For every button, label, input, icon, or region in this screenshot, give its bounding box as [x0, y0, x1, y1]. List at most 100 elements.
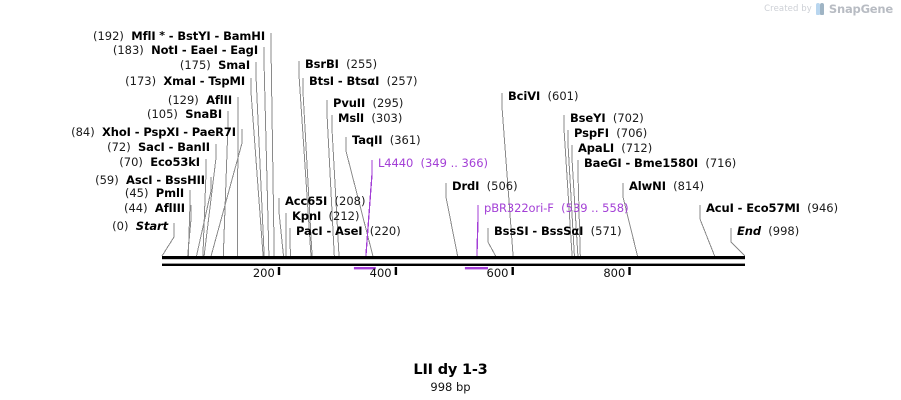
- marker-label-bsrBI: BsrBI (255): [305, 58, 377, 70]
- leader-line-bseYI: [563, 115, 573, 257]
- marker-label-acc65I: Acc65I (208): [285, 195, 365, 207]
- marker-position-taqII: (361): [382, 133, 421, 147]
- marker-name-alwNI: AlwNI: [629, 179, 666, 193]
- marker-position-end: (998): [760, 224, 800, 238]
- marker-name-kpnI: KpnI: [292, 209, 322, 223]
- marker-name-pmlI: PmlI: [155, 186, 184, 200]
- marker-position-ascI-bssHII: (59): [95, 173, 127, 187]
- marker-label-alwNI: AlwNI (814): [629, 180, 704, 192]
- marker-name-aflIII: AflIII: [154, 201, 185, 215]
- marker-position-l4440: (349 .. 366): [413, 156, 488, 170]
- marker-label-aflIII: (44) AflIII: [0, 202, 185, 214]
- leader-line-snaBI: [222, 111, 229, 257]
- leader-line-l4440: [365, 160, 373, 257]
- leader-line-end: [730, 228, 746, 257]
- marker-name-l4440: L4440: [378, 156, 414, 170]
- marker-position-start: (0): [112, 219, 136, 233]
- marker-position-bciVI: (601): [540, 89, 579, 103]
- ruler-label-600: 600: [486, 266, 509, 280]
- backbone-top-rule: [162, 256, 745, 260]
- leader-line-btsI-btsaI: [302, 78, 313, 257]
- marker-label-l4440: L4440 (349 .. 366): [378, 157, 488, 169]
- leader-line-bciVI: [501, 93, 514, 257]
- leader-line-alwNI: [622, 183, 638, 257]
- marker-label-sacI-banII: (72) SacI - BanII: [0, 141, 210, 153]
- snapgene-watermark: Created by SnapGene: [764, 2, 893, 16]
- marker-position-mslI: (303): [364, 111, 403, 125]
- marker-name-mslI: MslI: [338, 111, 365, 125]
- marker-position-apaLI: (712): [614, 141, 653, 155]
- marker-position-mflI: (192): [93, 29, 132, 43]
- marker-label-mflI: (192) MflI * - BstYI - BamHI: [0, 29, 265, 43]
- marker-label-start: (0) Start: [0, 220, 168, 232]
- marker-position-pacI-aseI: (220): [362, 224, 401, 238]
- marker-name-pvuII: PvuII: [333, 96, 366, 110]
- marker-position-pspFI: (706): [608, 126, 648, 140]
- leader-line-start: [161, 223, 175, 257]
- marker-label-acuI: AcuI - Eco57MI (946): [706, 202, 838, 214]
- marker-label-pspFI: PspFI (706): [574, 127, 647, 139]
- leader-line-taqII: [345, 137, 374, 257]
- marker-label-snaBI: (105) SnaBI: [0, 108, 222, 120]
- marker-label-aflII: (129) AflII: [0, 94, 232, 106]
- leader-line-apaLI: [571, 145, 579, 257]
- marker-position-acc65I: (208): [327, 194, 366, 208]
- marker-position-acuI: (946): [799, 201, 839, 215]
- marker-label-xmaI-tspMI: (173) XmaI - TspMI: [0, 75, 245, 87]
- marker-label-btsI-btsaI: BtsI - BtsαI (257): [309, 75, 418, 87]
- leader-line-aflII: [236, 97, 239, 257]
- marker-label-drdI: DrdI (506): [452, 180, 518, 192]
- marker-name-bssSI: BssSI - BssSαI: [494, 224, 584, 238]
- leader-line-drdI: [445, 183, 459, 257]
- marker-name-acuI: AcuI - Eco57MI: [706, 201, 800, 215]
- leader-line-sacI-banII: [203, 144, 217, 257]
- feature-bar-l4440: [353, 267, 376, 270]
- marker-label-end: End (998): [737, 225, 799, 237]
- marker-label-pbr322ori: pBR322ori-F (539 .. 558): [484, 202, 629, 214]
- marker-name-apaLI: ApaLI: [578, 141, 614, 155]
- marker-label-bseYI: BseYI (702): [570, 112, 644, 124]
- marker-name-drdI: DrdI: [452, 179, 480, 193]
- leader-line-eco53kI: [202, 159, 207, 257]
- marker-name-end: End: [737, 224, 761, 238]
- leader-line-bsrBI: [298, 61, 312, 257]
- marker-name-notI: NotI - EaeI - EagI: [151, 43, 258, 57]
- marker-name-mflI: MflI * - BstYI - BamHI: [131, 29, 265, 43]
- marker-name-bciVI: BciVI: [508, 89, 541, 103]
- marker-name-baeGI: BaeGI - Bme1580I: [584, 156, 699, 170]
- marker-name-pspFI: PspFI: [574, 126, 609, 140]
- marker-label-kpnI: KpnI (212): [292, 210, 359, 222]
- marker-position-alwNI: (814): [665, 179, 705, 193]
- marker-label-smaI: (175) SmaI: [0, 59, 250, 71]
- marker-name-bsrBI: BsrBI: [305, 57, 339, 71]
- watermark-created-by-label: Created by: [764, 4, 812, 14]
- ruler-tick-200: [277, 267, 281, 275]
- marker-position-bseYI: (702): [605, 111, 644, 125]
- marker-label-taqII: TaqII (361): [352, 134, 421, 146]
- marker-position-snaBI: (105): [146, 107, 186, 121]
- leader-line-pspFI: [567, 130, 575, 257]
- leader-line-xhoI: [210, 129, 243, 257]
- marker-position-sacI-banII: (72): [107, 140, 138, 154]
- snapgene-logo-icon: [815, 3, 825, 15]
- marker-position-smaI: (175): [179, 58, 219, 72]
- marker-label-mslI: MslI (303): [338, 112, 402, 124]
- marker-name-btsI-btsaI: BtsI - BtsαI: [309, 74, 380, 88]
- leader-line-xmaI-tspMI: [250, 78, 264, 257]
- ruler-label-400: 400: [369, 266, 392, 280]
- marker-name-snaBI: SnaBI: [185, 107, 222, 121]
- marker-label-ascI-bssHII: (59) AscI - BssHII: [0, 174, 205, 186]
- leader-line-baeGI: [577, 160, 581, 257]
- marker-label-pmlI: (45) PmlI: [0, 187, 184, 199]
- marker-position-baeGI: (716): [698, 156, 737, 170]
- marker-position-aflII: (129): [167, 93, 207, 107]
- marker-name-aflII: AflII: [206, 93, 232, 107]
- marker-name-start: Start: [135, 219, 168, 233]
- marker-position-pbr322ori: (539 .. 558): [553, 201, 629, 215]
- leader-line-acc65I: [278, 198, 284, 257]
- marker-name-acc65I: Acc65I: [285, 194, 328, 208]
- marker-position-drdI: (506): [479, 179, 518, 193]
- leader-line-pmlI: [187, 190, 191, 257]
- leader-line-pvuII: [326, 100, 335, 257]
- page-title: LII dy 1-3: [413, 362, 488, 378]
